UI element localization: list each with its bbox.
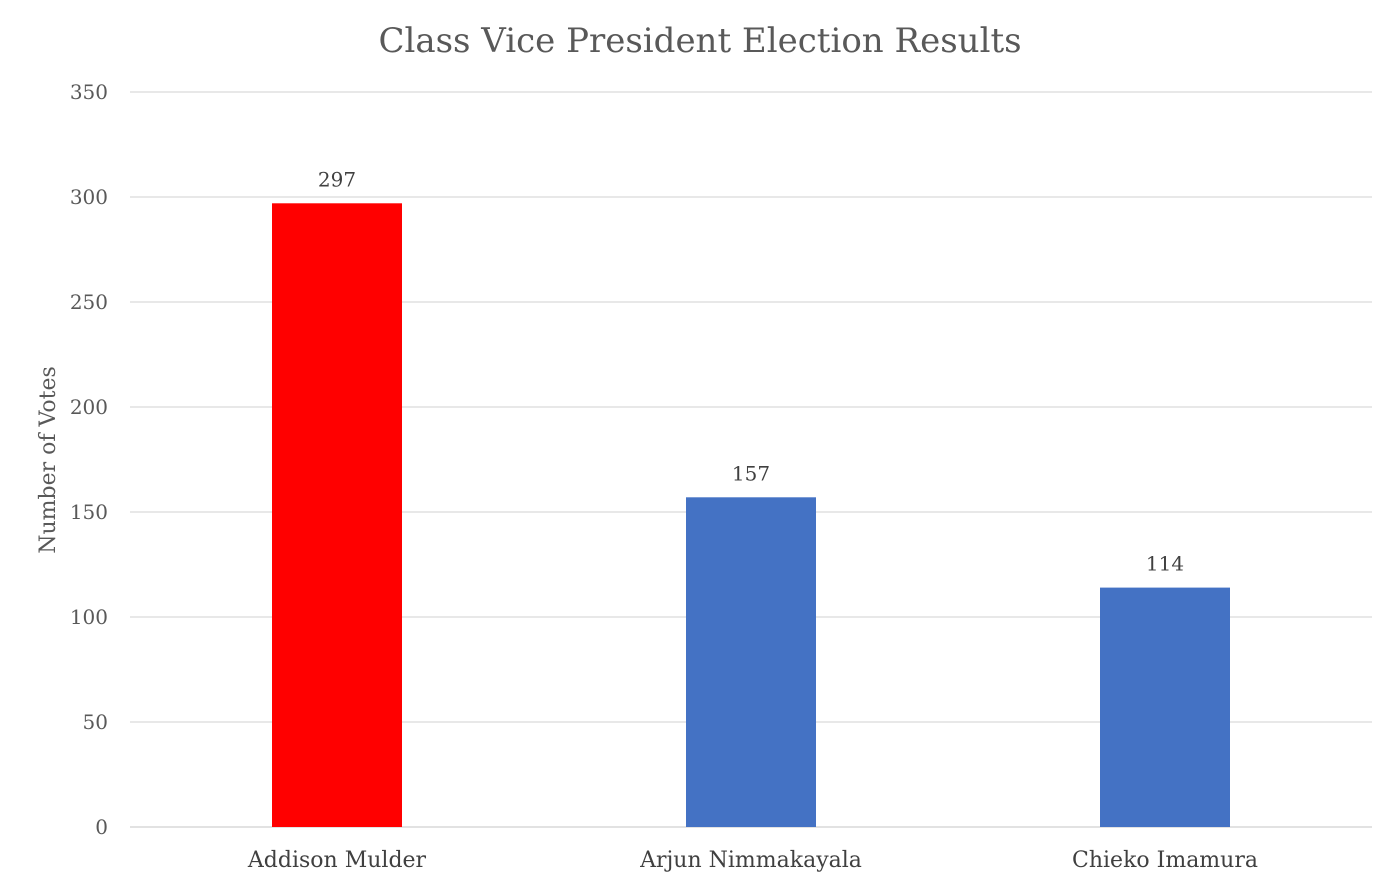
x-category-label: Chieko Imamura (1072, 848, 1258, 873)
y-tick-label: 300 (70, 185, 108, 209)
x-category-label: Arjun Nimmakayala (639, 848, 862, 873)
data-label: 297 (318, 167, 356, 191)
y-tick-label: 250 (70, 290, 108, 314)
y-axis-title: Number of Votes (36, 366, 61, 554)
y-tick-label: 200 (70, 395, 108, 419)
data-label: 157 (732, 461, 770, 485)
bar (272, 203, 402, 828)
y-axis-ticks: 0 50 100 150 200 250 300 350 (70, 80, 108, 839)
y-tick-label: 50 (83, 710, 108, 734)
y-tick-label: 350 (70, 80, 108, 104)
data-label: 114 (1146, 552, 1184, 576)
y-tick-label: 100 (70, 605, 108, 629)
bar (686, 497, 816, 827)
x-axis-categories: Addison Mulder Arjun Nimmakayala Chieko Im… (247, 848, 1258, 873)
chart-title: Class Vice President Election Results (378, 21, 1021, 61)
x-category-label: Addison Mulder (247, 848, 427, 873)
y-tick-label: 0 (95, 815, 108, 839)
bar (1100, 587, 1230, 827)
y-tick-label: 150 (70, 500, 108, 524)
data-labels: 297 157 114 (318, 167, 1184, 575)
bars (272, 203, 1230, 828)
